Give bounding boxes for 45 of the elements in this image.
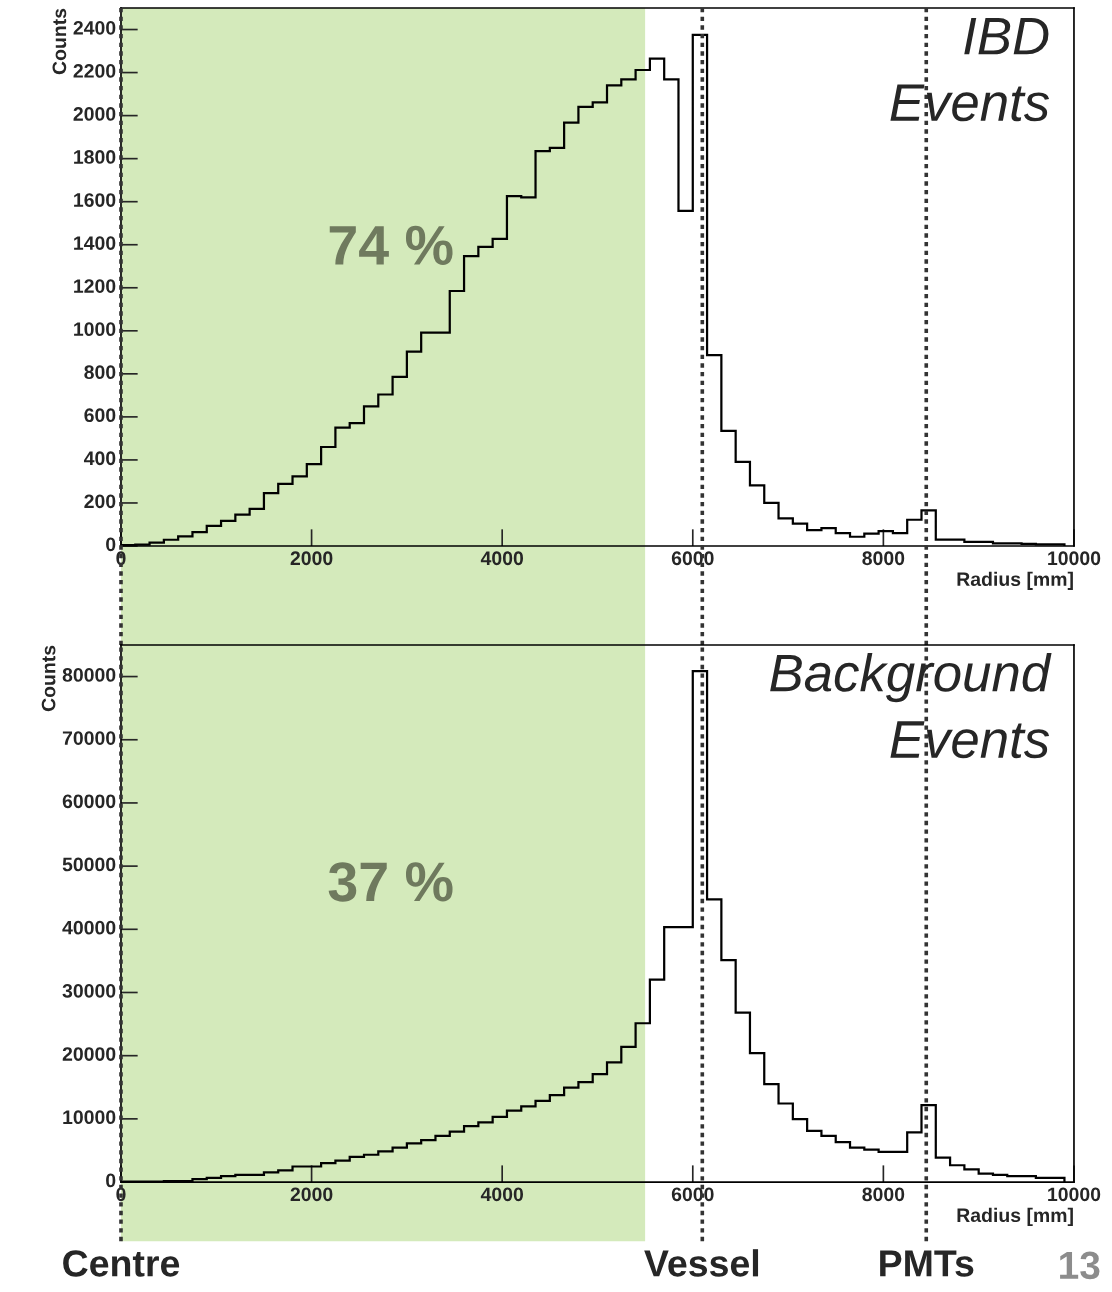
y-tick-label: 0 [106,1173,116,1188]
annotation: 74 % [329,225,453,265]
annotation: Background Events [770,653,1052,759]
x-tick-label: 10000 [1048,551,1101,566]
y-tick-label: 1000 [74,322,116,337]
x-tick-label: 6000 [671,551,714,566]
y-tick-label: 40000 [62,920,116,935]
x-tick-label: 4000 [480,551,524,566]
y-tick-label: 20000 [62,1047,116,1061]
x-tick-label: 2000 [290,1187,333,1202]
y-tick-label: 80000 [62,668,116,682]
y-tick-label: 10000 [63,1110,116,1125]
ref-line-label: PMTs [880,1250,974,1277]
y-tick-label: 0 [106,537,116,552]
ref-line-label: Centre [63,1250,180,1277]
y-tick-label: 50000 [62,857,116,872]
y-tick-label: 60000 [62,794,116,809]
y-tick-label: 30000 [62,983,116,998]
x-tick-label: 6000 [671,1187,714,1202]
y-tick-label: 800 [84,365,116,380]
annotation: IBD Events [890,18,1050,122]
y-tick-label: 2400 [73,20,116,35]
x-tick-label: 0 [116,1187,126,1202]
y-tick-label: 600 [84,408,116,423]
ref-line-label: Vessel [644,1249,759,1277]
text: 13 [1060,1251,1100,1280]
y-tick-label: 2000 [73,107,116,121]
y-axis-title: Counts [41,645,56,712]
x-axis-title: Radius [mm] [957,1207,1073,1226]
y-tick-label: 200 [84,494,116,509]
y-tick-label: 1200 [74,279,116,293]
x-tick-label: 10000 [1048,1187,1101,1202]
y-tick-label: 70000 [62,731,116,745]
y-tick-label: 2200 [73,64,116,78]
annotation: 37 % [328,862,453,902]
y-tick-label: 1400 [74,236,116,250]
x-tick-label: 2000 [290,551,333,566]
x-tick-label: 8000 [862,551,905,566]
y-tick-label: 1800 [74,150,116,164]
y-tick-label: 1600 [74,193,116,207]
y-tick-label: 400 [83,451,116,466]
x-tick-label: 8000 [862,1187,905,1202]
y-axis-title: Counts [52,8,67,75]
x-axis-title: Radius [mm] [957,571,1073,590]
x-tick-label: 4000 [480,1187,524,1202]
